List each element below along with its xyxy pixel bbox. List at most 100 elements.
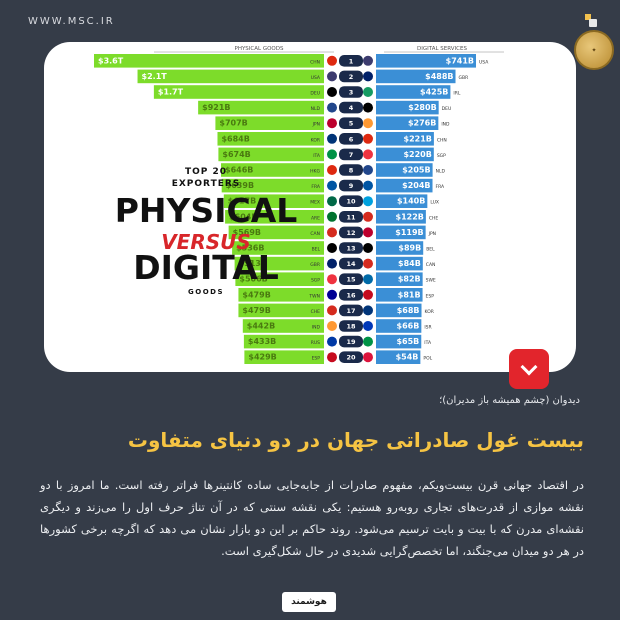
- digital-country-label: JPN: [428, 231, 436, 237]
- physical-flag-icon: [327, 258, 337, 269]
- article-body: در اقتصاد جهانی قرن بیست‌ویکم، مفهوم صاد…: [40, 478, 584, 558]
- physical-value-label: $536B: [236, 244, 264, 253]
- rank-badge: [339, 211, 363, 223]
- digital-flag-icon: [363, 227, 373, 238]
- physical-bar: [217, 132, 324, 146]
- digital-country-label: CAN: [426, 262, 436, 268]
- digital-value-label: $119B: [395, 228, 423, 237]
- physical-value-label: $429B: [248, 353, 276, 362]
- rank-number: 3: [349, 89, 354, 97]
- physical-flag-icon: [327, 133, 337, 144]
- digital-flag-icon: [363, 180, 373, 191]
- physical-flag-icon: [327, 289, 337, 300]
- digital-flag-icon: [363, 352, 373, 363]
- physical-flag-icon: [327, 321, 337, 331]
- rank-number: 19: [346, 338, 356, 346]
- physical-flag-icon: [327, 165, 337, 175]
- seal-icon: ✦: [574, 30, 614, 70]
- digital-value-label: $425B: [420, 88, 448, 97]
- digital-header: DIGITAL SERVICES: [417, 46, 467, 52]
- chart-title-top: TOP 20: [185, 167, 227, 177]
- physical-flag-icon: [327, 336, 337, 347]
- rank-badge: [339, 304, 363, 317]
- digital-country-label: BEL: [426, 247, 435, 253]
- physical-country-label: JPN: [312, 122, 320, 128]
- rank-badge: [339, 55, 363, 67]
- rank-badge: [339, 289, 363, 301]
- physical-value-label: $506B: [239, 275, 267, 284]
- physical-country-label: CAN: [310, 231, 320, 237]
- physical-country-label: ESP: [312, 356, 321, 362]
- rank-number: 10: [346, 198, 356, 206]
- physical-bar: [94, 54, 324, 68]
- rank-badge: [339, 273, 363, 285]
- physical-bar: [198, 100, 324, 115]
- rank-badge: [339, 226, 363, 239]
- digital-country-label: SGP: [437, 153, 446, 159]
- rank-number: 13: [346, 245, 355, 253]
- rank-number: 11: [346, 213, 356, 221]
- digital-bar: [376, 303, 422, 318]
- rank-number: 15: [346, 276, 356, 284]
- rank-badge: [339, 70, 363, 83]
- rank-badge: [339, 86, 363, 98]
- rank-number: 12: [346, 229, 355, 237]
- digital-country-label: IND: [441, 122, 450, 128]
- rank-number: 5: [349, 120, 354, 128]
- digital-country-label: CHN: [437, 137, 447, 143]
- digital-value-label: $276B: [408, 119, 436, 128]
- expand-button[interactable]: [509, 349, 549, 389]
- digital-value-label: $488B: [425, 72, 453, 81]
- digital-value-label: $122B: [396, 212, 424, 221]
- physical-country-label: ITA: [313, 153, 321, 159]
- digital-bar: [376, 178, 433, 193]
- physical-bar: [235, 272, 324, 286]
- rank-badge: [339, 164, 363, 176]
- digital-value-label: $81B: [398, 290, 421, 299]
- rank-badge: [339, 257, 363, 270]
- rank-badge: [339, 101, 363, 114]
- digital-value-label: $221B: [404, 134, 432, 143]
- physical-country-label: GBR: [310, 262, 320, 268]
- physical-country-label: TWN: [308, 293, 320, 299]
- rank-number: 17: [346, 307, 355, 315]
- physical-value-label: $921B: [202, 103, 230, 112]
- digital-flag-icon: [363, 55, 373, 66]
- digital-country-label: LUX: [430, 200, 439, 206]
- physical-country-label: SGP: [311, 278, 320, 284]
- physical-country-label: DEU: [310, 91, 320, 97]
- digital-bar: [376, 225, 426, 240]
- physical-country-label: FRA: [311, 184, 321, 190]
- physical-bar: [153, 85, 324, 99]
- physical-bar: [137, 69, 324, 84]
- physical-value-label: $646B: [225, 166, 253, 175]
- digital-bar: [376, 85, 451, 99]
- chart-title-digital: DIGITAL: [133, 248, 279, 287]
- physical-bar: [221, 163, 324, 177]
- site-url[interactable]: WWW.MSC.IR: [28, 16, 115, 27]
- rank-number: 1: [349, 57, 354, 65]
- digital-flag-icon: [363, 305, 373, 316]
- physical-country-label: RUS: [311, 340, 320, 346]
- rank-number: 2: [349, 73, 354, 81]
- digital-bar: [376, 132, 434, 146]
- physical-flag-icon: [327, 87, 337, 97]
- top-bar: WWW.MSC.IR: [0, 0, 620, 44]
- physical-country-label: CHE: [311, 309, 321, 315]
- physical-flag-icon: [327, 274, 337, 285]
- physical-bar: [242, 319, 324, 333]
- chevron-down-icon: [520, 358, 538, 376]
- digital-value-label: $205B: [402, 166, 430, 175]
- digital-bar: [376, 319, 422, 333]
- rank-badge: [339, 117, 363, 129]
- rank-number: 18: [346, 323, 356, 331]
- rank-number: 6: [349, 135, 354, 143]
- rank-badge: [339, 133, 363, 145]
- physical-flag-icon: [327, 71, 337, 82]
- physical-bar: [232, 241, 324, 255]
- digital-bar: [376, 350, 421, 364]
- digital-bar: [376, 194, 428, 208]
- digital-value-label: $84B: [398, 259, 421, 268]
- rank-badge: [339, 320, 363, 332]
- digital-flag-icon: [363, 102, 373, 113]
